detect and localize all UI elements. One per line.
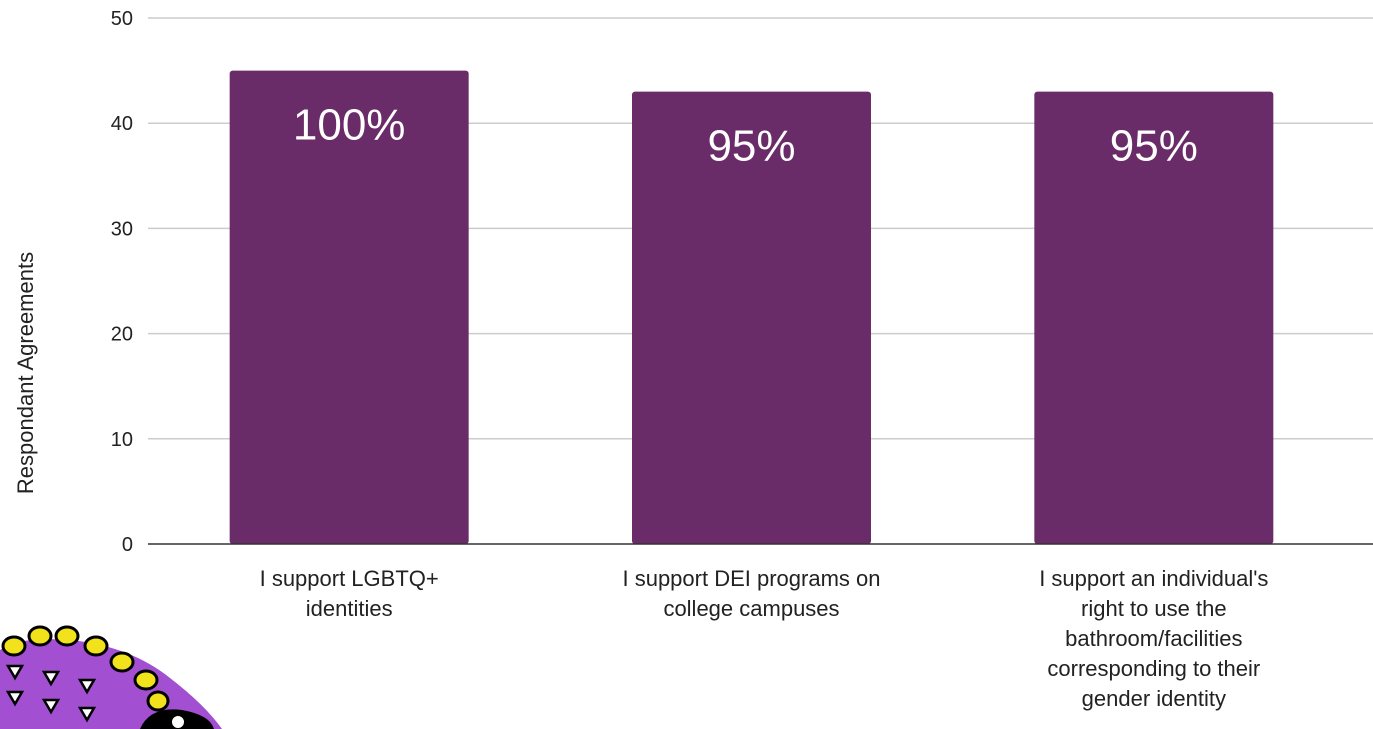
category-labels: I support LGBTQ+ identities I support DEI … [260,566,1269,711]
y-tick-label: 50 [111,8,133,30]
data-label-1: 100% [293,101,406,150]
category-label-2: college campuses [663,596,839,621]
data-label-2: 95% [707,122,795,171]
bar-2 [632,91,871,544]
category-label-3: I support an individual's [1039,566,1268,591]
y-tick-label: 10 [111,429,133,451]
category-label-2: I support DEI programs on [622,566,880,591]
y-tick-label: 30 [111,218,133,240]
data-label-3: 95% [1110,122,1198,171]
y-axis-ticks: 0 10 20 30 40 50 [111,8,133,556]
mascot-eye [170,714,186,729]
category-label-3: gender identity [1082,686,1226,711]
mascot-scales [5,664,97,723]
y-axis-label: Respondant Agreements [13,252,38,494]
bars: 100% 95% 95% [229,70,1274,544]
y-tick-label: 0 [122,534,133,556]
purple-spiky-creature-icon [0,625,222,729]
category-label-1: I support LGBTQ+ [260,566,439,591]
category-label-3: bathroom/facilities [1065,626,1242,651]
y-tick-label: 40 [111,113,133,135]
category-label-1: identities [306,596,393,621]
mascot-spikes [1,625,170,712]
category-label-3: right to use the [1081,596,1227,621]
bar-3 [1034,91,1274,544]
y-tick-label: 20 [111,324,133,346]
bar-1 [229,70,469,544]
category-label-3: corresponding to their [1047,656,1260,681]
